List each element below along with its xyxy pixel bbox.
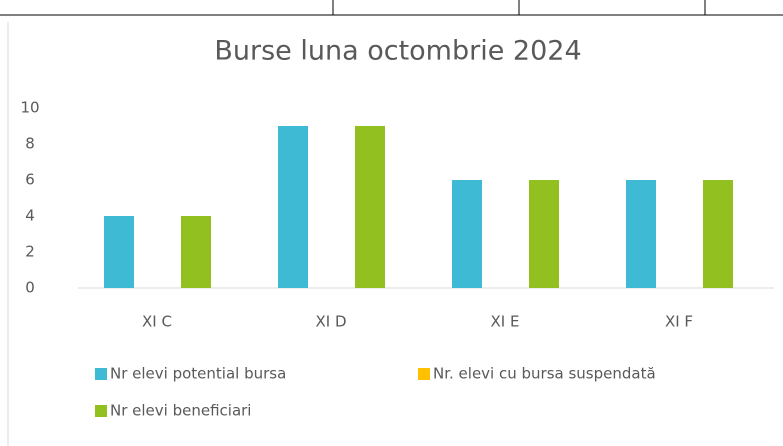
bar <box>626 180 656 288</box>
x-tick-label: XI D <box>315 313 346 331</box>
bar <box>703 180 733 288</box>
bar <box>104 216 134 288</box>
y-tick-label: 0 <box>25 279 35 297</box>
y-tick-label: 10 <box>20 99 39 117</box>
bar <box>355 126 385 288</box>
y-tick-label: 6 <box>25 171 35 189</box>
bar <box>529 180 559 288</box>
bar <box>181 216 211 288</box>
legend-swatch <box>95 368 107 380</box>
y-tick-label: 8 <box>25 135 35 153</box>
bar <box>452 180 482 288</box>
x-tick-label: XI E <box>491 313 520 331</box>
legend-label: Nr elevi potential bursa <box>110 365 286 383</box>
y-tick-label: 2 <box>25 243 35 261</box>
chart-title: Burse luna octombrie 2024 <box>214 36 581 67</box>
legend-label: Nr. elevi cu bursa suspendată <box>433 365 656 383</box>
legend-swatch <box>95 405 107 417</box>
x-tick-label: XI F <box>665 313 693 331</box>
bar <box>278 126 308 288</box>
legend-swatch <box>418 368 430 380</box>
y-tick-label: 4 <box>25 207 35 225</box>
legend-label: Nr elevi beneficiari <box>110 402 251 420</box>
x-tick-label: XI C <box>142 313 172 331</box>
